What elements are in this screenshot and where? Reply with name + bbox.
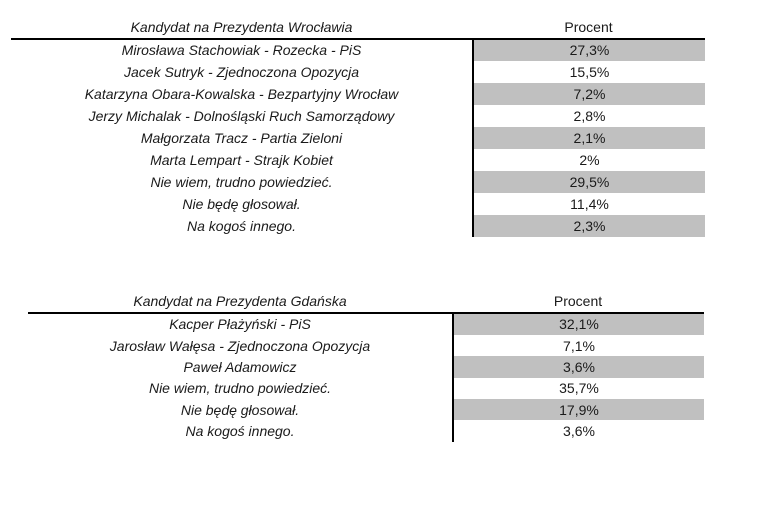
table-row: Kacper Płażyński - PiS 32,1% [28, 313, 704, 335]
table-header-row: Kandydat na Prezydenta Wrocławia Procent [11, 16, 705, 40]
candidate-cell: Marta Lempart - Strajk Kobiet [150, 151, 333, 168]
candidate-cell: Jarosław Wałęsa - Zjednoczona Opozycja [109, 337, 371, 354]
candidate-cell: Mirosława Stachowiak - Rozecka - PiS [121, 42, 362, 59]
percent-cell: 17,9% [452, 399, 704, 421]
percent-cell: 11,4% [472, 192, 705, 215]
percent-cell: 7,1% [452, 334, 704, 357]
table-row: Katarzyna Obara-Kowalska - Bezpartyjny W… [11, 83, 705, 106]
candidate-cell: Nie będę głosował. [182, 195, 301, 212]
candidate-cell: Nie będę głosował. [180, 401, 300, 418]
candidate-cell: Jacek Sutryk - Zjednoczona Opozycja [124, 64, 359, 81]
table-body: Kacper Płażyński - PiS 32,1% Jarosław Wałę… [28, 313, 704, 442]
percent-cell: 2,1% [472, 127, 705, 149]
percent-cell: 3,6% [452, 356, 704, 378]
table-row: Nie wiem, trudno powiedzieć. 35,7% [28, 377, 704, 400]
table-row: Jerzy Michalak - Dolnośląski Ruch Samorz… [11, 105, 705, 128]
candidate-column-header: Kandydat na Prezydenta Gdańska [133, 292, 347, 309]
percent-column-header: Procent [564, 18, 613, 35]
table-row: Nie wiem, trudno powiedzieć. 29,5% [11, 170, 705, 193]
percent-cell: 3,6% [452, 420, 704, 442]
candidate-cell: Na kogoś innego. [185, 423, 295, 440]
percent-cell: 35,7% [452, 377, 704, 400]
table-row: Na kogoś innego. 2,3% [11, 214, 705, 237]
percent-cell: 2,3% [472, 214, 705, 237]
table-row: Na kogoś innego. 3,6% [28, 420, 704, 442]
percent-cell: 2% [472, 148, 705, 171]
candidate-cell: Nie wiem, trudno powiedzieć. [148, 380, 332, 397]
candidate-cell: Małgorzata Tracz - Partia Zieloni [140, 130, 343, 146]
candidate-cell: Kacper Płażyński - PiS [169, 316, 311, 333]
candidate-cell: Paweł Adamowicz [183, 358, 297, 375]
percent-column-header: Procent [553, 292, 603, 309]
candidate-cell: Katarzyna Obara-Kowalska - Bezpartyjny W… [84, 86, 399, 103]
table-row: Mirosława Stachowiak - Rozecka - PiS 27,3… [11, 39, 705, 62]
table-header-row: Kandydat na Prezydenta Gdańska Procent [28, 290, 704, 314]
candidate-column-header: Kandydat na Prezydenta Wrocławia [130, 18, 353, 35]
percent-cell: 15,5% [472, 61, 705, 84]
percent-cell: 32,1% [452, 313, 704, 335]
gdansk-poll-table: Kandydat na Prezydenta Gdańska Procent K… [28, 290, 704, 442]
table-row: Marta Lempart - Strajk Kobiet 2% [11, 148, 705, 171]
candidate-cell: Nie wiem, trudno powiedzieć. [150, 173, 333, 190]
percent-cell: 7,2% [472, 83, 705, 106]
table-row: Paweł Adamowicz 3,6% [28, 356, 704, 378]
table-row: Małgorzata Tracz - Partia Zieloni 2,1% [11, 127, 705, 149]
percent-cell: 27,3% [472, 39, 705, 62]
table-row: Nie będę głosował. 11,4% [11, 192, 705, 215]
table-row: Nie będę głosował. 17,9% [28, 399, 704, 421]
candidate-cell: Na kogoś innego. [187, 217, 296, 234]
table-row: Jarosław Wałęsa - Zjednoczona Opozycja 7,… [28, 334, 704, 357]
candidate-cell: Jerzy Michalak - Dolnośląski Ruch Samorz… [88, 108, 395, 125]
percent-cell: 2,8% [472, 105, 705, 128]
table-row: Jacek Sutryk - Zjednoczona Opozycja 15,5% [11, 61, 705, 84]
percent-cell: 29,5% [472, 170, 705, 193]
table-body: Mirosława Stachowiak - Rozecka - PiS 27,3… [11, 39, 705, 237]
wroclaw-poll-table: Kandydat na Prezydenta Wrocławia Procent… [11, 16, 705, 237]
